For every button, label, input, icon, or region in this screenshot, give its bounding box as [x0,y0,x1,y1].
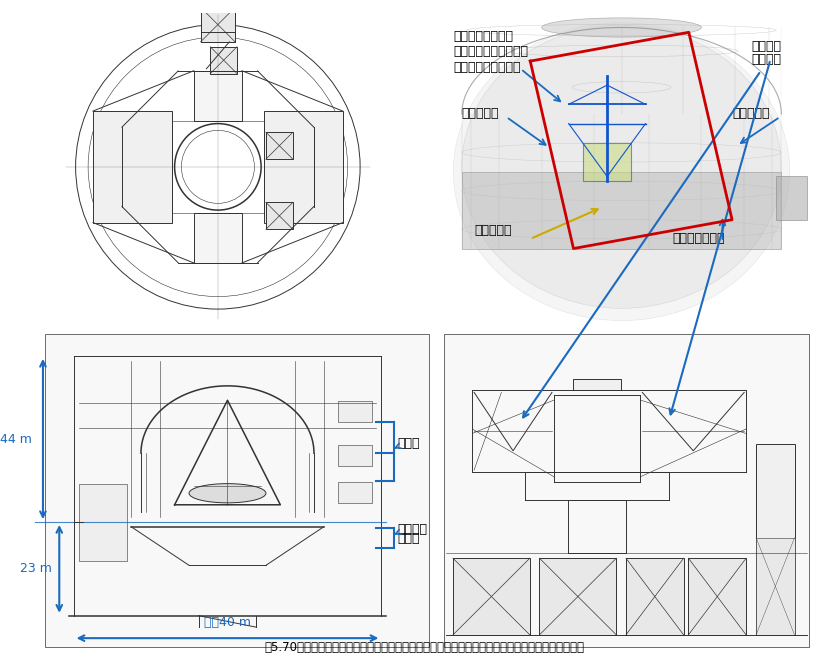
Text: ダクトでつながる）: ダクトでつながる） [454,60,521,74]
FancyBboxPatch shape [462,171,781,249]
Bar [266,132,293,159]
Ellipse shape [454,23,790,321]
Bar [45,334,429,647]
Bar [79,484,127,560]
Text: 直径40 m: 直径40 m [204,616,251,628]
Text: 23 m: 23 m [20,562,52,575]
Text: ウォール: ウォール [751,53,781,66]
Bar [444,334,809,647]
Bar [540,558,617,635]
Bar [626,558,684,635]
Text: 通風階の: 通風階の [397,523,428,536]
Bar [264,111,343,222]
Text: 望遠鏡ピア: 望遠鏡ピア [474,224,512,237]
Bar [689,558,746,635]
Text: 図5.70　すばるドームの最終形状を決めた手書き図面（三菱電機提供）とスケルトン表示の完成形: 図5.70 すばるドームの最終形状を決めた手書き図面（三菱電機提供）とスケルトン… [265,641,585,654]
Text: 44 m: 44 m [0,433,31,446]
Bar [210,46,237,74]
Bar [573,379,621,390]
Bar [776,177,807,220]
Text: ドーム上部: ドーム上部 [732,107,770,120]
Text: 通風孔: 通風孔 [397,437,420,450]
Text: グレートウォール: グレートウォール [454,30,514,43]
Bar [201,7,235,42]
Ellipse shape [462,26,781,308]
Bar [338,482,372,503]
Bar [453,558,530,635]
Text: グレート: グレート [751,40,781,52]
Bar [583,143,631,181]
Ellipse shape [189,484,266,503]
Bar [93,111,172,222]
Text: （横の全ての通風孔と: （横の全ての通風孔と [454,45,528,58]
Bar [194,71,242,121]
Bar [266,202,293,229]
Ellipse shape [541,18,701,37]
Bar [756,538,794,635]
Bar [338,401,372,422]
Bar [756,444,794,635]
Text: シャッター: シャッター [461,107,499,120]
Text: 通風孔: 通風孔 [397,532,420,546]
Text: ドーム下部構造: ドーム下部構造 [672,232,725,245]
Bar [194,213,242,263]
Bar [338,445,372,466]
